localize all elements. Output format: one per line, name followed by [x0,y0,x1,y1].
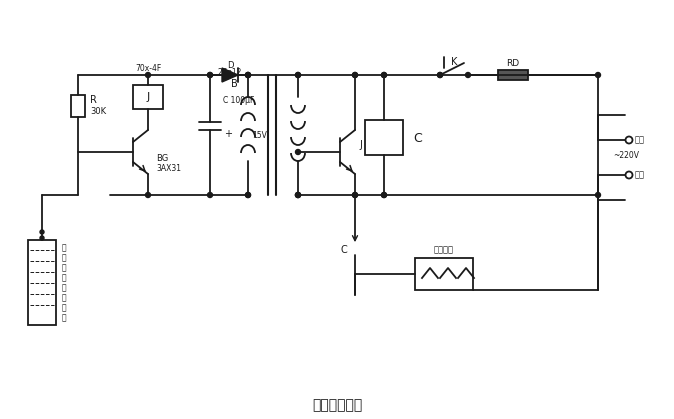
Circle shape [245,72,251,78]
Circle shape [596,72,601,78]
Text: +: + [224,129,232,139]
Circle shape [295,72,301,78]
Text: D: D [226,60,233,70]
Bar [133,85,163,109]
Circle shape [353,72,357,78]
Circle shape [596,192,601,197]
Circle shape [40,230,44,234]
Text: 温: 温 [62,293,67,303]
Text: ~220V: ~220V [613,150,639,160]
Circle shape [295,72,301,78]
Text: 零线: 零线 [635,171,645,179]
Bar [365,120,403,155]
Text: 电: 电 [62,243,67,253]
Circle shape [381,192,386,197]
Circle shape [295,192,301,197]
Text: 计: 计 [62,313,67,323]
Circle shape [381,192,386,197]
Circle shape [245,192,251,197]
Text: 度: 度 [62,303,67,313]
Circle shape [353,192,357,197]
Circle shape [295,192,301,197]
Circle shape [208,72,212,78]
Text: B: B [231,79,238,89]
Circle shape [353,192,357,197]
Circle shape [245,72,251,78]
Bar [498,70,528,80]
Text: 简易温度控制: 简易温度控制 [312,398,362,412]
Text: J: J [359,140,362,150]
Circle shape [40,236,44,240]
Text: 火线: 火线 [635,135,645,145]
Text: BG: BG [156,153,168,163]
Circle shape [208,192,212,197]
Circle shape [353,72,357,78]
Circle shape [295,150,301,155]
Circle shape [381,72,386,78]
Text: C: C [340,245,347,255]
Text: 15V: 15V [252,130,267,140]
Text: K: K [451,57,457,67]
Circle shape [466,72,470,78]
Text: 2Cp12: 2Cp12 [218,67,242,77]
Circle shape [381,72,386,78]
Text: RD: RD [506,59,520,67]
Bar [71,95,85,117]
Circle shape [245,192,251,197]
Text: 3AX31: 3AX31 [156,163,181,173]
Bar [28,240,56,325]
Text: 銀: 銀 [62,284,67,292]
Circle shape [146,192,150,197]
Circle shape [208,72,212,78]
Polygon shape [222,68,238,82]
Circle shape [295,192,301,197]
Text: 点: 点 [62,264,67,272]
Text: 接: 接 [62,253,67,262]
Text: 电热器具: 电热器具 [434,246,454,254]
Text: J: J [146,92,150,102]
Circle shape [437,72,443,78]
Text: 30K: 30K [90,106,106,116]
Text: R: R [90,95,97,105]
Circle shape [437,72,443,78]
Text: 水: 水 [62,274,67,282]
Circle shape [245,72,251,78]
Text: 70x-4F: 70x-4F [135,64,161,72]
Circle shape [146,72,150,78]
Bar [415,258,473,290]
Text: C: C [413,132,422,145]
Text: C 100μF: C 100μF [223,96,254,104]
